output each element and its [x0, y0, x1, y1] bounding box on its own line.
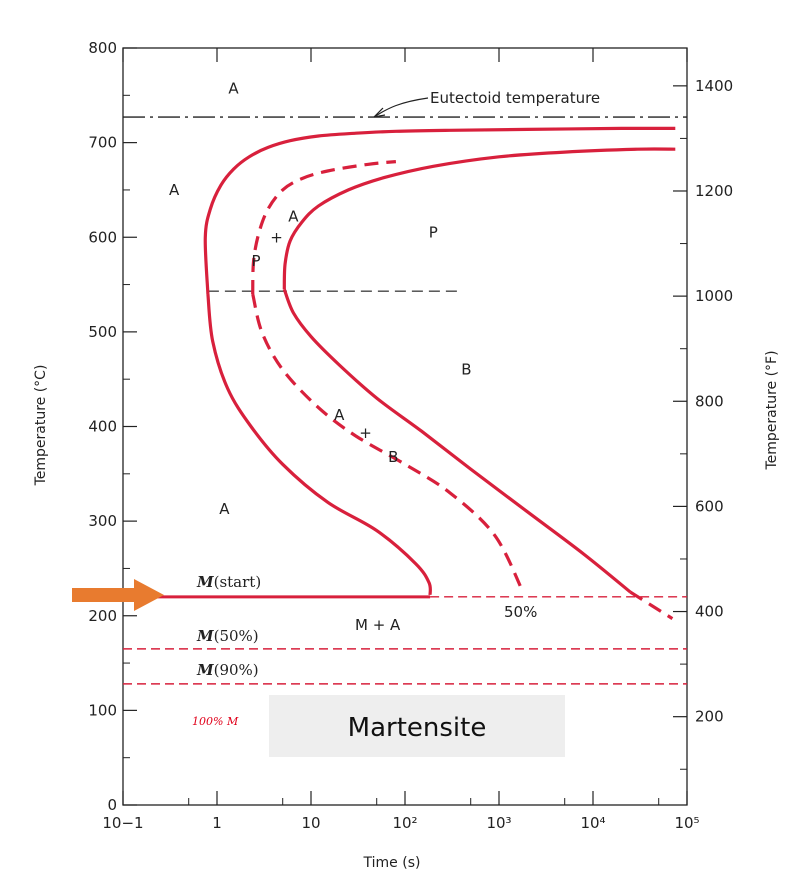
y-axis-title-right: Temperature (°F) [764, 350, 780, 470]
m50-label: M(50%) [196, 627, 259, 645]
y-tick-label-right: 600 [695, 497, 724, 515]
region-label: A [334, 406, 345, 424]
y-tick-label-left: 0 [107, 796, 117, 814]
y-tick-label-left: 500 [88, 323, 117, 341]
eutectoid-arrowhead [373, 107, 386, 118]
y-tick-label-right: 800 [695, 392, 724, 410]
x-tick-label: 10⁴ [580, 814, 605, 832]
region-label: + [270, 228, 283, 246]
transformation-curves [203, 126, 676, 620]
y-tick-label-left: 600 [88, 228, 117, 246]
reference-lines [123, 116, 687, 685]
y-tick-label-left: 400 [88, 418, 117, 436]
y-tick-label-left: 300 [88, 512, 117, 530]
region-labels: A A A + P P B A + B A [169, 80, 472, 518]
region-label: B [388, 448, 398, 466]
m-plus-a-label: M + A [355, 616, 401, 634]
eutectoid-pointer [373, 97, 429, 118]
fifty-percent-label: 50% [504, 603, 537, 621]
region-label: A [228, 80, 239, 98]
x-tick-label: 10−1 [102, 814, 143, 832]
y-tick-label-right: 1200 [695, 182, 733, 200]
region-label: A [169, 181, 180, 199]
ttt-curve-1 [206, 293, 432, 596]
tick-labels: 10−1 1 10 10² 10³ 10⁴ 10⁵ 0 100 200 300 400 500 600 70… [88, 39, 733, 832]
tick-marks [122, 47, 688, 806]
martensite-label: Martensite [348, 713, 487, 743]
ms-arrow [72, 579, 164, 611]
y-tick-label-right: 1400 [695, 77, 733, 95]
ttt-curve-0 [203, 126, 676, 295]
region-label: A [288, 207, 299, 225]
ttt-curve-6 [629, 590, 674, 620]
x-axis-title: Time (s) [363, 855, 421, 871]
handwritten-note: 100% M [192, 715, 239, 728]
martensite-box [269, 695, 565, 757]
x-tick-label: 1 [212, 814, 222, 832]
ttt-curve-5 [282, 288, 632, 594]
region-label: P [251, 252, 260, 270]
x-tick-label: 10³ [486, 814, 511, 832]
y-tick-label-left: 800 [88, 39, 117, 57]
region-label: A [219, 500, 230, 518]
m-start-label: M(start) [196, 573, 261, 591]
x-tick-label: 10⁵ [674, 814, 699, 832]
eutectoid-label: Eutectoid temperature [430, 89, 600, 107]
y-tick-label-left: 100 [88, 701, 117, 719]
m90-label: M(90%) [196, 661, 259, 679]
x-tick-label: 10² [392, 814, 417, 832]
ttt-curve-2 [251, 160, 397, 295]
y-tick-label-left: 700 [88, 134, 117, 152]
region-label: P [429, 224, 438, 242]
ttt-curve-3 [251, 293, 525, 593]
y-tick-label-right: 200 [695, 708, 724, 726]
y-tick-label-right: 1000 [695, 287, 733, 305]
region-label: B [461, 361, 471, 379]
y-axis-title-left: Temperature (°C) [33, 365, 49, 487]
axes-frame [122, 47, 688, 806]
ttt-curve-4 [282, 147, 676, 290]
region-label: + [359, 424, 372, 442]
plot-frame [122, 47, 688, 806]
y-tick-label-right: 400 [695, 603, 724, 621]
y-tick-label-left: 200 [88, 607, 117, 625]
x-tick-label: 10 [301, 814, 320, 832]
